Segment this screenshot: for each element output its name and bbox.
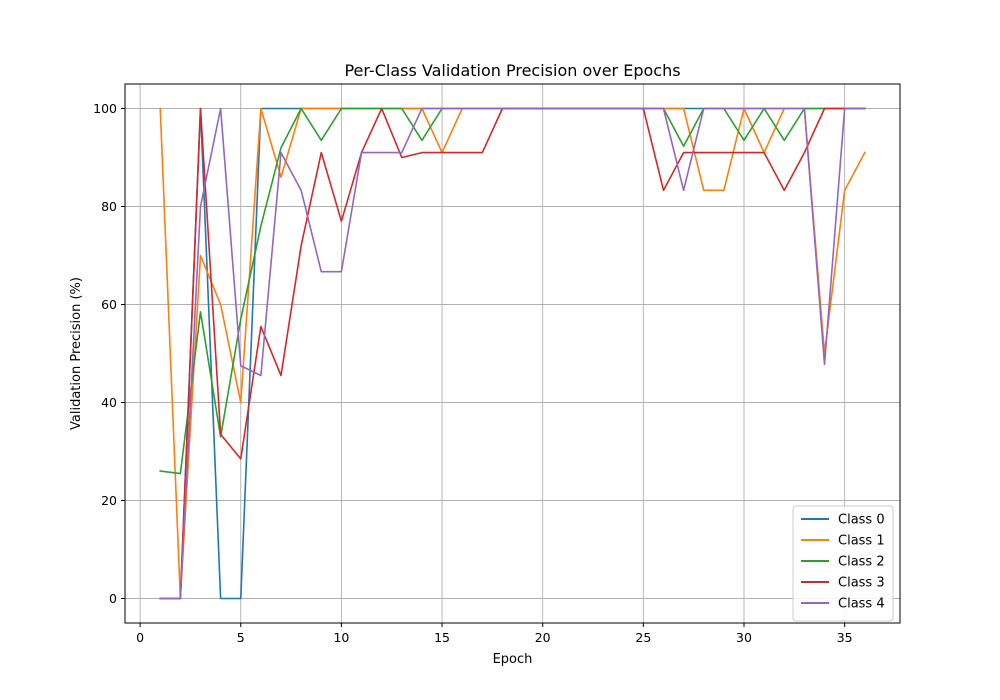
legend: Class 0 Class 1 Class 2 Class 3 Class 4	[792, 505, 894, 622]
x-axis-label: Epoch	[493, 652, 533, 667]
legend-label: Class 3	[838, 576, 885, 591]
legend-item: Class 0	[801, 513, 885, 528]
x-tick-label: 20	[535, 630, 551, 645]
x-tick-label: 35	[837, 630, 853, 645]
legend-item: Class 2	[801, 555, 885, 570]
legend-label: Class 0	[838, 513, 885, 528]
legend-box	[792, 505, 894, 622]
y-axis-label: Validation Precision (%)	[69, 277, 84, 430]
x-tick-label: 10	[333, 630, 349, 645]
legend-label: Class 2	[838, 555, 885, 570]
series-line-class-4	[159, 107, 866, 600]
x-axis: 0 5 10 15 20 25 30 35	[136, 623, 853, 645]
y-axis: 0 20 40 60 80 100	[93, 101, 125, 606]
legend-item: Class 4	[801, 597, 885, 612]
plot-frame	[124, 83, 901, 624]
y-tick-label: 60	[101, 297, 117, 312]
y-tick-label: 0	[109, 591, 117, 606]
x-tick-label: 15	[434, 630, 450, 645]
y-tick-label: 40	[101, 395, 117, 410]
x-tick-label: 5	[237, 630, 245, 645]
x-tick-label: 25	[635, 630, 651, 645]
chart-title: Per-Class Validation Precision over Epoc…	[344, 61, 680, 80]
x-tick-label: 30	[736, 630, 752, 645]
series-layer	[159, 107, 866, 600]
x-tick-label: 0	[136, 630, 144, 645]
legend-label: Class 4	[838, 597, 885, 612]
legend-label: Class 1	[838, 534, 885, 549]
legend-item: Class 1	[801, 534, 885, 549]
y-tick-label: 20	[101, 493, 117, 508]
y-tick-label: 80	[101, 199, 117, 214]
y-tick-label: 100	[93, 101, 117, 116]
legend-item: Class 3	[801, 576, 885, 591]
